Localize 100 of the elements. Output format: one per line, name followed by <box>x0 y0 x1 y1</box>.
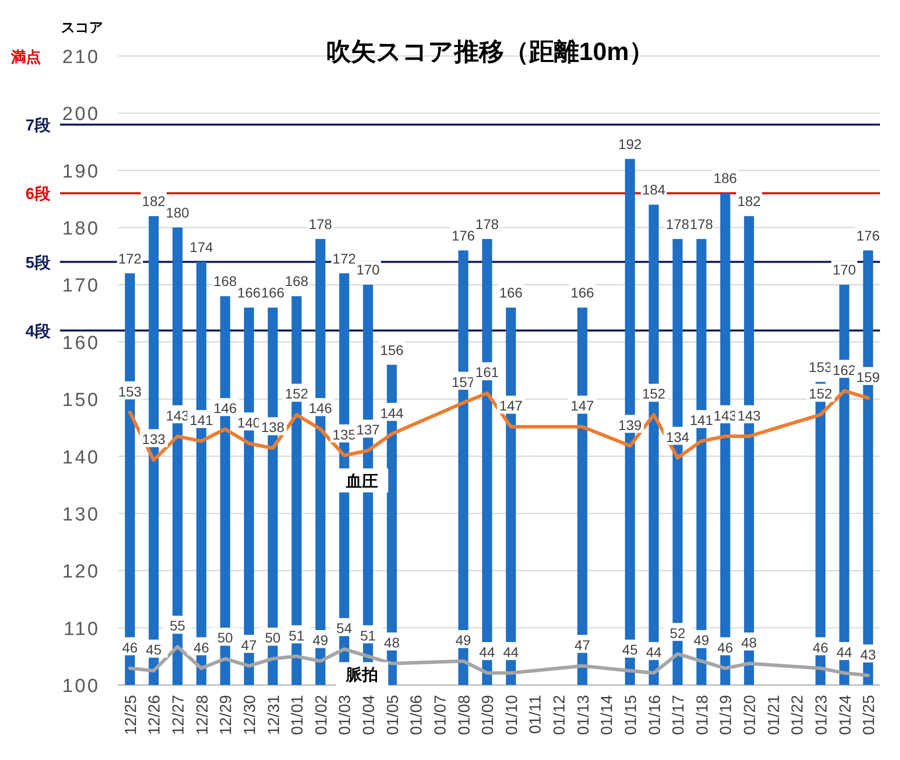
data-label: 152 <box>642 386 666 402</box>
data-label: 184 <box>642 182 666 198</box>
x-tick-label: 01/17 <box>670 694 688 736</box>
y-tick-label: 200 <box>62 104 100 126</box>
data-label: 178 <box>308 216 332 232</box>
data-label: 178 <box>475 216 499 232</box>
data-label: 166 <box>499 284 523 301</box>
data-label: 156 <box>380 342 404 358</box>
data-label: 141 <box>690 412 714 428</box>
data-label: 133 <box>142 431 166 448</box>
x-tick-label: 12/26 <box>146 694 164 736</box>
data-label: 166 <box>570 284 594 301</box>
data-label: 47 <box>574 636 590 653</box>
data-label: 157 <box>452 374 476 390</box>
x-tick-label: 01/03 <box>337 694 354 736</box>
y-tick-label: 120 <box>62 562 100 583</box>
data-label: 47 <box>241 636 257 653</box>
data-label: 186 <box>714 170 738 186</box>
ref-line-label: 5段 <box>26 254 52 272</box>
data-label: 49 <box>455 632 472 648</box>
data-label: 55 <box>170 618 186 634</box>
x-tick-label: 12/27 <box>170 694 188 736</box>
x-tick-label: 12/30 <box>242 694 259 736</box>
data-label: 50 <box>217 630 234 646</box>
y-tick-label: 130 <box>62 504 100 526</box>
series-label: 脈拍 <box>345 666 378 684</box>
data-label: 152 <box>808 386 832 402</box>
data-label: 46 <box>194 639 210 656</box>
data-label: 182 <box>142 193 166 210</box>
x-tick-label: 01/01 <box>290 694 307 736</box>
data-label: 168 <box>284 273 308 290</box>
data-label: 50 <box>264 630 281 646</box>
y-tick-label: 150 <box>62 390 100 412</box>
data-label: 49 <box>312 632 328 648</box>
data-label: 146 <box>308 400 332 416</box>
data-label: 54 <box>336 620 352 636</box>
data-label: 44 <box>479 644 496 660</box>
data-label: 176 <box>856 227 880 244</box>
data-label: 144 <box>380 404 404 421</box>
y-tick-label: 210 <box>62 47 100 68</box>
x-tick-label: 01/08 <box>456 694 474 736</box>
data-label: 43 <box>860 646 876 662</box>
data-label: 174 <box>190 238 214 255</box>
series-label: 血圧 <box>345 472 378 490</box>
x-tick-label: 01/13 <box>575 694 592 736</box>
x-tick-label: 01/06 <box>408 694 426 736</box>
x-tick-label: 01/12 <box>552 694 569 736</box>
data-label: 143 <box>737 407 761 424</box>
x-tick-label: 01/04 <box>361 694 378 736</box>
data-label: 178 <box>690 216 714 232</box>
x-tick-label: 01/15 <box>622 694 640 736</box>
x-tick-label: 12/31 <box>266 694 283 736</box>
data-label: 161 <box>475 364 499 380</box>
x-tick-label: 01/16 <box>646 694 664 736</box>
data-label: 44 <box>836 644 852 660</box>
x-tick-label: 01/25 <box>861 694 878 736</box>
x-tick-label: 01/09 <box>480 694 498 736</box>
data-label: 172 <box>118 250 142 266</box>
data-label: 168 <box>213 273 238 290</box>
y-tick-label: 160 <box>62 332 100 354</box>
data-label: 146 <box>213 400 238 416</box>
x-tick-label: 12/29 <box>218 694 236 736</box>
data-label: 178 <box>666 216 690 232</box>
data-label: 176 <box>452 227 476 244</box>
data-label: 152 <box>284 386 308 402</box>
data-label: 139 <box>618 416 642 433</box>
text: 満点 <box>10 49 41 66</box>
y-tick-label: 110 <box>64 618 100 640</box>
x-tick-label: 01/24 <box>837 694 854 736</box>
data-label: 44 <box>646 644 662 660</box>
data-label: 182 <box>737 193 761 210</box>
x-tick-label: 12/25 <box>122 694 140 736</box>
x-tick-label: 01/14 <box>599 694 616 736</box>
data-label: 48 <box>741 634 758 650</box>
data-label: 143 <box>714 407 738 424</box>
data-label: 134 <box>666 428 690 445</box>
data-label: 170 <box>832 262 856 278</box>
data-label: 46 <box>717 639 734 656</box>
x-tick-label: 12/28 <box>194 694 212 736</box>
data-label: 153 <box>118 383 142 400</box>
data-label: 147 <box>570 398 594 414</box>
y-tick-label: 170 <box>62 276 100 297</box>
data-label: 170 <box>356 262 380 278</box>
data-label: 137 <box>356 422 380 438</box>
data-label: 138 <box>261 419 285 436</box>
data-label: 172 <box>332 250 356 266</box>
data-label: 162 <box>832 362 856 378</box>
x-tick-label: 01/20 <box>742 694 760 736</box>
x-tick-label: 01/02 <box>313 694 330 736</box>
chart-title: 吹矢スコア推移（距離10m） <box>326 38 654 66</box>
data-label: 48 <box>384 634 400 650</box>
data-label: 45 <box>146 642 162 658</box>
ref-line-label: 7段 <box>26 116 52 135</box>
x-tick-label: 01/23 <box>813 694 830 736</box>
y-tick-label: 190 <box>62 161 100 182</box>
data-label: 192 <box>618 136 642 152</box>
x-tick-label: 01/05 <box>384 694 402 736</box>
x-tick-label: 01/10 <box>504 694 521 736</box>
data-label: 46 <box>122 639 138 656</box>
data-label: 45 <box>622 642 638 658</box>
